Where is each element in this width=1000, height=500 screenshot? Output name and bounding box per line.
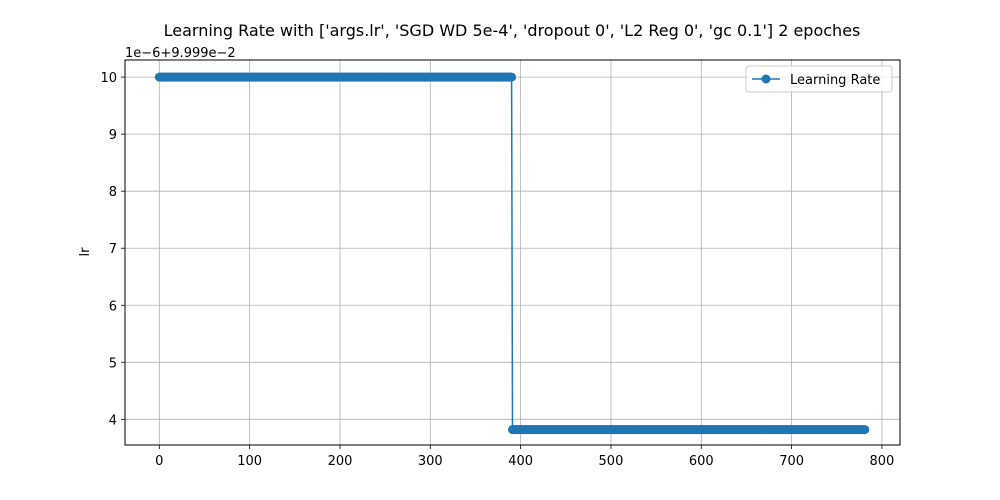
y-tick-label: 10: [100, 71, 117, 86]
plot-axes: [124, 59, 901, 446]
x-tick-label: 100: [237, 454, 262, 469]
x-tick-label: 500: [599, 454, 624, 469]
x-tick-label: 300: [418, 454, 443, 469]
y-tick-label: 8: [109, 185, 117, 200]
y-tick-label: 4: [109, 413, 117, 428]
y-axis-offset-label: 1e−6+9.999e−2: [125, 46, 236, 61]
chart-title: Learning Rate with ['args.lr', 'SGD WD 5…: [164, 21, 861, 40]
x-tick-label: 800: [870, 454, 895, 469]
y-tick-label: 9: [109, 128, 117, 143]
plot-frame: [124, 59, 901, 446]
axis-ticks: 0 100 200 300 400 500 600 700 800 4 5 6 7 8 9 10: [100, 71, 894, 469]
series-learning-rate: [154, 72, 870, 435]
y-tick-label: 5: [109, 356, 117, 371]
legend-marker-swatch: [761, 74, 771, 84]
x-tick-label: 200: [328, 454, 353, 469]
y-axis-label: lr: [78, 247, 93, 257]
data-point: [860, 425, 870, 435]
y-tick-label: 7: [109, 242, 117, 257]
legend: Learning Rate: [745, 65, 893, 93]
legend-label: Learning Rate: [790, 73, 880, 88]
x-tick-label: 600: [689, 454, 714, 469]
y-tick-label: 6: [109, 299, 117, 314]
legend-box: [745, 65, 893, 93]
x-tick-label: 0: [155, 454, 163, 469]
data-point: [507, 72, 517, 82]
x-tick-label: 400: [508, 454, 533, 469]
x-tick-label: 700: [779, 454, 804, 469]
